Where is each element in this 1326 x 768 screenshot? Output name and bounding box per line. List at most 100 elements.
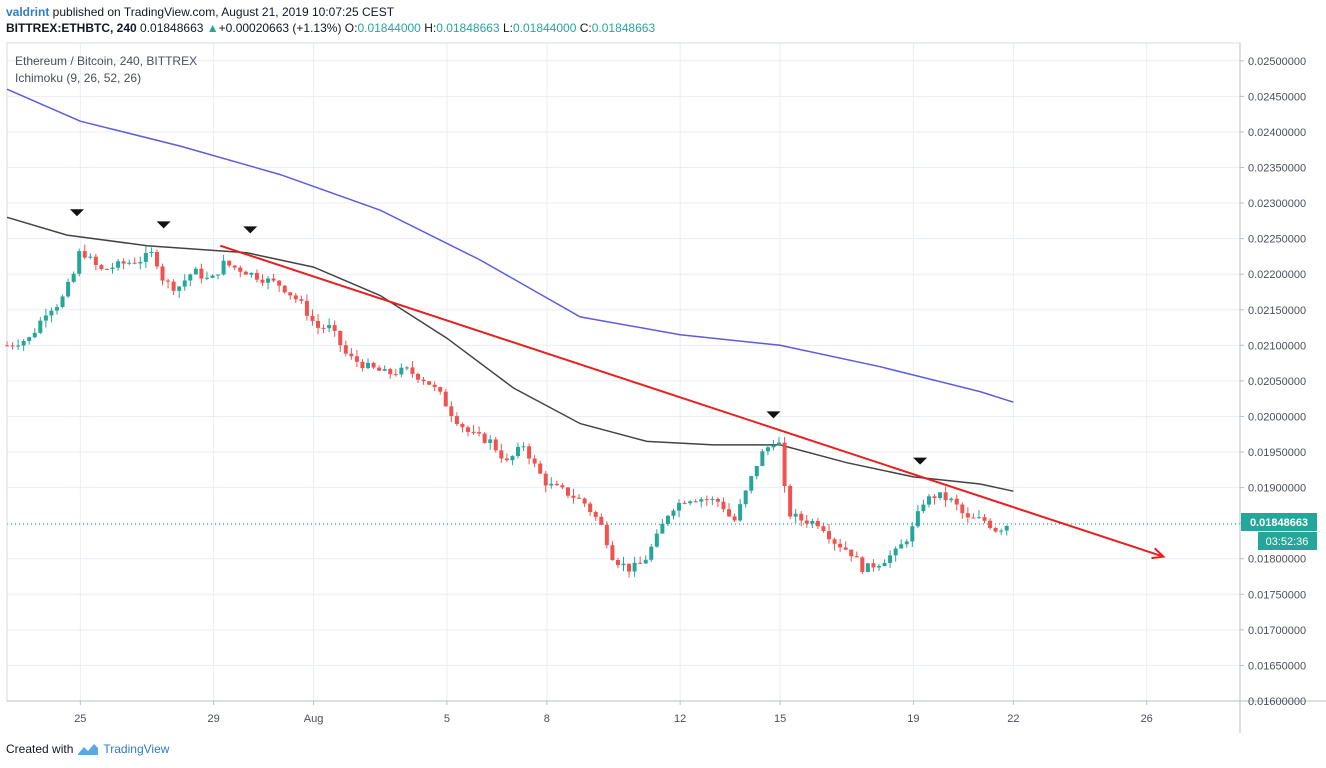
- pivot-marker-icon: [243, 226, 258, 234]
- candle-up: [16, 345, 21, 347]
- candle-down: [804, 520, 809, 524]
- author-link[interactable]: valdrint: [6, 5, 50, 19]
- candle-down: [682, 502, 687, 504]
- candle-down: [504, 458, 509, 461]
- candles: [5, 244, 1009, 578]
- candle-up: [216, 274, 221, 276]
- candle-down: [316, 320, 321, 328]
- published-text: published on TradingView.com, August 21,…: [49, 5, 395, 19]
- candle-down: [427, 381, 432, 385]
- candle-down: [960, 504, 965, 514]
- trendline-group[interactable]: [219, 244, 1166, 560]
- candle-up: [743, 490, 748, 505]
- candle-up: [549, 483, 554, 486]
- candle-up: [738, 504, 743, 521]
- time-tick-label: 5: [444, 713, 450, 725]
- candle-up: [949, 498, 954, 501]
- chart-header: valdrint published on TradingView.com, A…: [6, 4, 1306, 36]
- candle-up: [1004, 525, 1009, 531]
- price-tick-label: 0.01800000: [1248, 554, 1306, 566]
- price-tick-label: 0.01950000: [1248, 447, 1306, 459]
- price-tick-label: 0.02250000: [1248, 234, 1306, 246]
- candle-down: [493, 439, 498, 451]
- time-tick-label: 15: [774, 713, 786, 725]
- candle-up: [643, 559, 648, 564]
- candle-up: [71, 273, 76, 282]
- candle-down: [166, 280, 171, 282]
- candle-down: [593, 511, 598, 517]
- time-tick-label: Aug: [304, 713, 324, 725]
- candle-up: [138, 261, 143, 264]
- candle-down: [849, 549, 854, 557]
- candle-down: [638, 562, 643, 564]
- candle-up: [116, 261, 121, 268]
- candle-down: [693, 501, 698, 503]
- candle-up: [27, 337, 32, 342]
- symbol-label: BITTREX:ETHBTC, 240: [6, 21, 137, 35]
- price-tick-label: 0.01600000: [1248, 696, 1306, 708]
- candle-down: [821, 526, 826, 532]
- candle-up: [699, 499, 704, 502]
- candle-up: [765, 447, 770, 452]
- candle-down: [788, 485, 793, 517]
- tradingview-brand[interactable]: TradingView: [103, 742, 170, 756]
- candle-up: [399, 367, 404, 375]
- candle-down: [132, 262, 137, 264]
- candle-down: [832, 539, 837, 544]
- pivot-marker-icon: [69, 209, 84, 217]
- candle-up: [77, 251, 82, 274]
- price-axis[interactable]: 0.02500000 0.02450000 0.02400000 0.02350000…: [1240, 56, 1306, 708]
- candle-down: [454, 416, 459, 425]
- candle-down: [443, 391, 448, 407]
- candle-up: [54, 307, 59, 311]
- candle-down: [438, 387, 443, 392]
- candle-down: [304, 300, 309, 316]
- candle-down: [843, 547, 848, 550]
- candle-down: [954, 498, 959, 505]
- candle-down: [388, 369, 393, 375]
- candle-down: [610, 545, 615, 561]
- candle-up: [404, 367, 409, 369]
- candle-up: [904, 541, 909, 545]
- candle-down: [171, 281, 176, 291]
- price-tick-label: 0.02450000: [1248, 91, 1306, 103]
- candle-down: [310, 315, 315, 321]
- candle-down: [104, 268, 109, 270]
- trendline-arrowhead: [1151, 547, 1166, 560]
- time-tick-label: 29: [207, 713, 219, 725]
- price-tick-label: 0.01650000: [1248, 660, 1306, 672]
- candle-down: [354, 356, 359, 362]
- pivot-marker-icon: [156, 221, 171, 229]
- candle-up: [366, 362, 371, 369]
- candle-down: [615, 560, 620, 566]
- pivot-marker-icon: [913, 457, 928, 465]
- candle-down: [99, 265, 104, 269]
- price-tick-label: 0.01900000: [1248, 483, 1306, 495]
- candle-down: [260, 279, 265, 283]
- price-tick-label: 0.02000000: [1248, 411, 1306, 423]
- candle-up: [760, 451, 765, 466]
- candle-down: [599, 516, 604, 525]
- time-axis[interactable]: 25 29 Aug 5 8 12 15 19 22 26: [74, 701, 1153, 725]
- candle-up: [182, 280, 187, 287]
- low-value: 0.01844000: [512, 21, 577, 35]
- candle-down: [727, 509, 732, 517]
- candle-down: [604, 524, 609, 546]
- candle-down: [588, 503, 593, 512]
- candle-down: [449, 406, 454, 417]
- high-label: H:: [424, 21, 437, 35]
- candle-down: [271, 278, 276, 281]
- candle-down: [93, 256, 98, 266]
- candle-down: [460, 424, 465, 428]
- candle-up: [66, 281, 71, 297]
- legend-title: Ethereum / Bitcoin, 240, BITTREX: [15, 54, 197, 68]
- candle-up: [921, 504, 926, 512]
- candle-down: [121, 261, 126, 264]
- candle-down: [715, 498, 720, 502]
- candle-down: [565, 487, 570, 496]
- candle-up: [177, 286, 182, 291]
- candle-up: [49, 310, 54, 316]
- candle-down: [560, 485, 565, 488]
- candle-down: [799, 513, 804, 521]
